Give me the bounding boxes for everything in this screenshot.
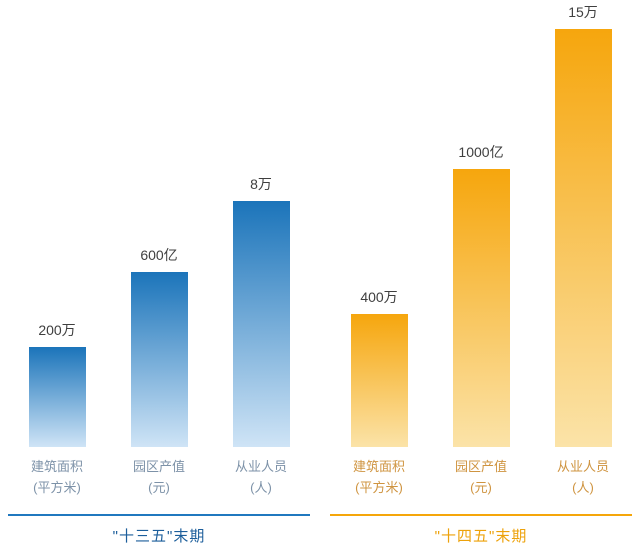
bar-value-label: 15万: [568, 4, 598, 20]
bar-column: 1000亿: [434, 4, 528, 447]
bar-building-area: [28, 347, 86, 447]
category-label: 从业人员 (人): [214, 456, 308, 498]
bar-employees: [554, 29, 612, 447]
category-name: 从业人员: [234, 459, 287, 474]
category-name: 建筑面积: [352, 459, 405, 474]
bar-value-label: 600亿: [140, 247, 178, 263]
group-underline: [330, 514, 632, 516]
group-fourteenth-five: 400万 1000亿 15万 建筑面积 (平方米) 园区产值: [330, 4, 632, 546]
bar-value-label: 8万: [250, 176, 272, 192]
group-title: "十四五"末期: [434, 528, 528, 545]
bars-row: 200万 600亿 8万: [8, 4, 310, 447]
category-row: 建筑面积 (平方米) 园区产值 (元) 从业人员 (人): [330, 456, 632, 498]
bar-column: 15万: [536, 4, 630, 447]
bar-building-area: [350, 314, 408, 447]
category-unit: (人): [572, 480, 594, 495]
category-unit: (元): [470, 480, 492, 495]
bar-column: 600亿: [112, 4, 206, 447]
category-name: 从业人员: [556, 459, 609, 474]
bar-value-label: 200万: [38, 322, 76, 338]
bars-row: 400万 1000亿 15万: [330, 4, 632, 447]
category-name: 园区产值: [132, 459, 185, 474]
category-label: 园区产值 (元): [434, 456, 528, 498]
group-title: "十三五"末期: [112, 528, 206, 545]
bar-output-value: [130, 272, 188, 447]
bar-column: 8万: [214, 4, 308, 447]
category-name: 园区产值: [454, 459, 507, 474]
bar-output-value: [452, 169, 510, 447]
category-label: 从业人员 (人): [536, 456, 630, 498]
group-thirteenth-five: 200万 600亿 8万 建筑面积 (平方米) 园区产值: [8, 4, 310, 546]
category-unit: (平方米): [355, 480, 403, 495]
category-unit: (元): [148, 480, 170, 495]
group-underline: [8, 514, 310, 516]
category-row: 建筑面积 (平方米) 园区产值 (元) 从业人员 (人): [8, 456, 310, 498]
bar-employees: [232, 201, 290, 447]
bar-column: 400万: [332, 4, 426, 447]
category-unit: (人): [250, 480, 272, 495]
bar-value-label: 1000亿: [458, 144, 504, 160]
category-label: 建筑面积 (平方米): [332, 456, 426, 498]
category-unit: (平方米): [33, 480, 81, 495]
bar-column: 200万: [10, 4, 104, 447]
category-name: 建筑面积: [30, 459, 83, 474]
category-label: 建筑面积 (平方米): [10, 456, 104, 498]
category-label: 园区产值 (元): [112, 456, 206, 498]
bar-value-label: 400万: [360, 289, 398, 305]
bar-chart: 200万 600亿 8万 建筑面积 (平方米) 园区产值: [0, 4, 640, 546]
